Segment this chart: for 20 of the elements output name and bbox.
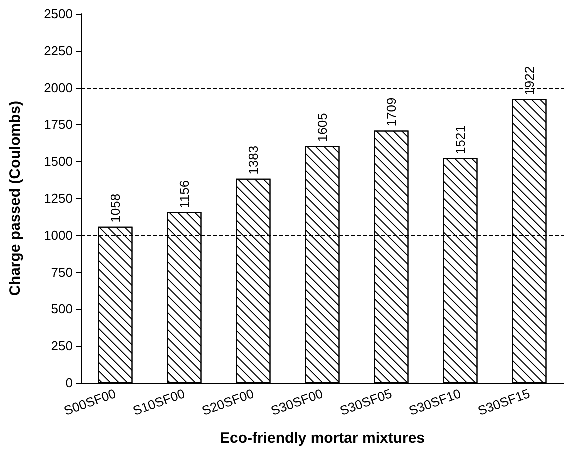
y-tick-label: 500 (51, 302, 73, 317)
y-tick-label: 1500 (44, 154, 73, 170)
data-label: 1058 (108, 194, 123, 223)
y-tick-label: 1000 (44, 228, 73, 243)
y-tick-label: 750 (51, 264, 73, 280)
y-axis-title: Charge passed (Coulombs) (7, 100, 24, 296)
data-label: 1156 (177, 180, 192, 208)
data-label: 1605 (315, 113, 330, 142)
y-tick-label: 2250 (44, 43, 73, 58)
data-label: 1922 (522, 66, 537, 96)
y-tick-label: 250 (51, 338, 73, 354)
y-tick-label: 1250 (44, 191, 73, 206)
y-tick-label: 0 (66, 376, 73, 390)
y-tick-label: 1750 (44, 117, 73, 132)
data-label: 1383 (246, 146, 261, 175)
y-tick-label: 2000 (44, 80, 73, 96)
x-axis-title: Eco-friendly mortar mixtures (220, 430, 426, 447)
data-label: 1521 (453, 126, 468, 154)
y-tick-label: 2500 (44, 6, 73, 22)
data-label: 1709 (384, 98, 399, 127)
